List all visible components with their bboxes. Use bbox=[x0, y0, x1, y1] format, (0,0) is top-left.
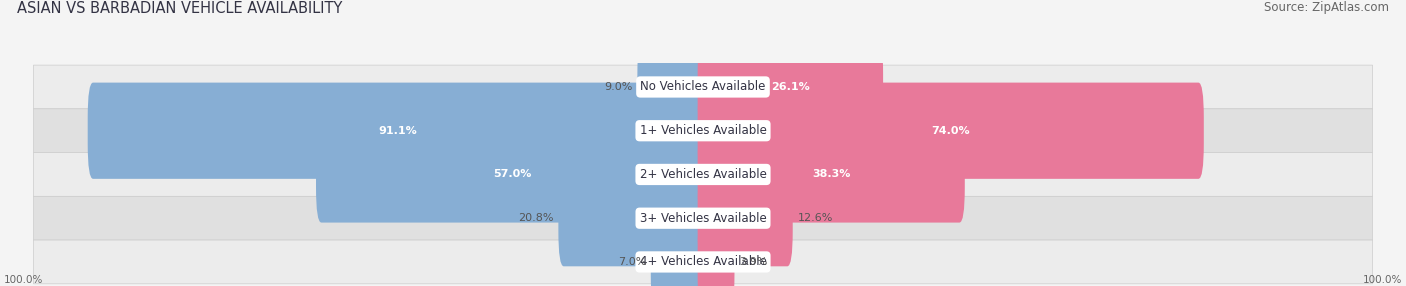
Text: 7.0%: 7.0% bbox=[617, 257, 647, 267]
FancyBboxPatch shape bbox=[34, 196, 1372, 240]
FancyBboxPatch shape bbox=[87, 83, 709, 179]
Text: Source: ZipAtlas.com: Source: ZipAtlas.com bbox=[1264, 1, 1389, 14]
Text: 100.0%: 100.0% bbox=[3, 275, 42, 285]
Text: 4+ Vehicles Available: 4+ Vehicles Available bbox=[640, 255, 766, 269]
FancyBboxPatch shape bbox=[651, 214, 709, 286]
FancyBboxPatch shape bbox=[697, 170, 793, 266]
Text: 12.6%: 12.6% bbox=[797, 213, 832, 223]
FancyBboxPatch shape bbox=[697, 214, 734, 286]
Text: 38.3%: 38.3% bbox=[813, 170, 851, 179]
Text: 3.9%: 3.9% bbox=[740, 257, 768, 267]
FancyBboxPatch shape bbox=[316, 126, 709, 223]
Text: 100.0%: 100.0% bbox=[1364, 275, 1403, 285]
Text: No Vehicles Available: No Vehicles Available bbox=[640, 80, 766, 94]
Text: 1+ Vehicles Available: 1+ Vehicles Available bbox=[640, 124, 766, 137]
FancyBboxPatch shape bbox=[558, 170, 709, 266]
Text: 74.0%: 74.0% bbox=[931, 126, 970, 136]
Text: 9.0%: 9.0% bbox=[605, 82, 633, 92]
FancyBboxPatch shape bbox=[697, 39, 883, 135]
Text: ASIAN VS BARBADIAN VEHICLE AVAILABILITY: ASIAN VS BARBADIAN VEHICLE AVAILABILITY bbox=[17, 1, 342, 16]
FancyBboxPatch shape bbox=[637, 39, 709, 135]
FancyBboxPatch shape bbox=[34, 240, 1372, 284]
FancyBboxPatch shape bbox=[697, 83, 1204, 179]
Text: 3+ Vehicles Available: 3+ Vehicles Available bbox=[640, 212, 766, 225]
Text: 26.1%: 26.1% bbox=[770, 82, 810, 92]
Text: 2+ Vehicles Available: 2+ Vehicles Available bbox=[640, 168, 766, 181]
FancyBboxPatch shape bbox=[34, 153, 1372, 196]
FancyBboxPatch shape bbox=[697, 126, 965, 223]
FancyBboxPatch shape bbox=[34, 109, 1372, 153]
Text: 57.0%: 57.0% bbox=[494, 170, 531, 179]
Text: 91.1%: 91.1% bbox=[378, 126, 418, 136]
FancyBboxPatch shape bbox=[34, 65, 1372, 109]
Text: 20.8%: 20.8% bbox=[519, 213, 554, 223]
